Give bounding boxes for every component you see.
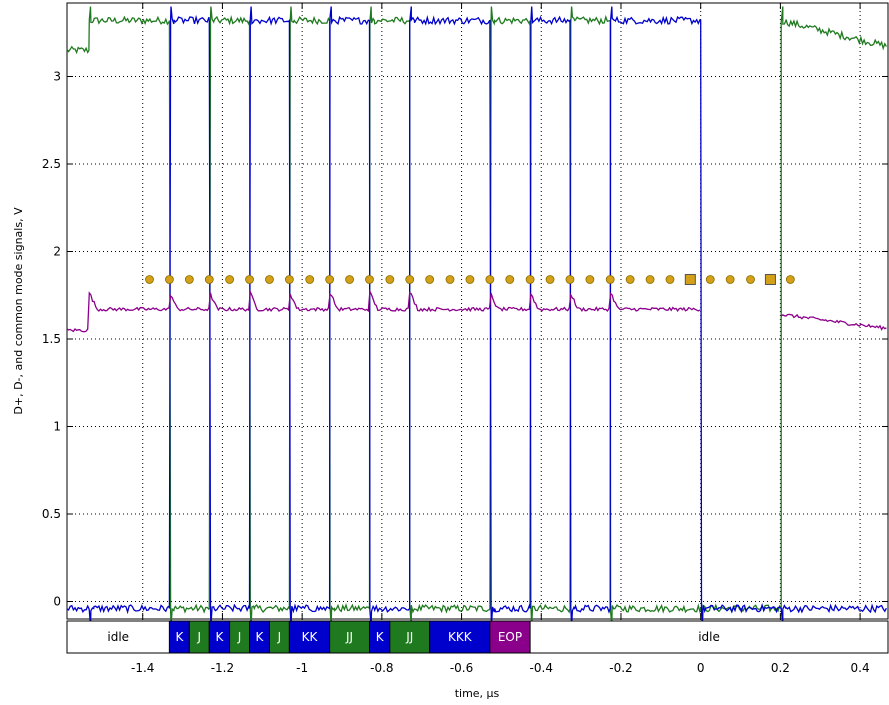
sample-marker xyxy=(725,275,735,284)
y-axis-title: D+, D-, and common mode signals, V xyxy=(12,207,25,415)
series-layer xyxy=(66,6,887,627)
sample-marker xyxy=(265,275,274,284)
sample-marker xyxy=(746,275,755,284)
y-tick-label: 2 xyxy=(53,245,61,259)
y-tick-label: 2.5 xyxy=(42,157,61,171)
segment-idle xyxy=(66,620,170,654)
sample-marker xyxy=(145,275,154,284)
segment-eop xyxy=(489,620,531,654)
sample-marker xyxy=(645,275,655,284)
segment-k xyxy=(429,620,491,654)
sample-marker xyxy=(305,275,315,284)
x-tick-label: -1.2 xyxy=(211,661,234,675)
sample-marker xyxy=(505,275,515,284)
sample-marker xyxy=(705,275,715,284)
y-tick-label: 1 xyxy=(53,420,61,434)
sample-marker xyxy=(184,275,194,284)
plot-frame xyxy=(66,2,889,620)
sample-marker xyxy=(245,275,254,284)
segment-label: K xyxy=(256,630,265,644)
sample-marker xyxy=(204,275,214,284)
tick-layer xyxy=(67,3,888,619)
segment-label: idle xyxy=(698,630,720,644)
sample-marker xyxy=(785,275,795,284)
sample-marker xyxy=(165,275,174,284)
x-tick-label: -0.4 xyxy=(530,661,553,675)
sample-marker xyxy=(425,275,435,284)
x-tick-label: -1.4 xyxy=(131,661,154,675)
sample-marker xyxy=(365,275,374,284)
sample-marker xyxy=(605,275,615,284)
segment-idle xyxy=(529,620,889,654)
sample-marker xyxy=(345,275,354,284)
segment-label: K xyxy=(376,630,385,644)
segment-bar: idle K J K J K J KK JJ K JJ KKK EOP idle xyxy=(66,620,889,654)
sample-marker xyxy=(225,275,235,284)
segment-label: idle xyxy=(107,630,129,644)
segment-label: JJ xyxy=(405,630,413,644)
y-tick-label: 0.5 xyxy=(42,507,61,521)
x-tick-label: -0.8 xyxy=(370,661,393,675)
marker-layer xyxy=(145,274,795,285)
sample-marker xyxy=(405,275,415,284)
x-tick-label: -0.2 xyxy=(609,661,632,675)
sample-marker xyxy=(284,275,294,284)
sample-marker xyxy=(545,275,555,284)
x-tick-label: 0 xyxy=(697,661,705,675)
segment-label: K xyxy=(175,630,184,644)
sample-marker xyxy=(565,275,575,284)
series-d-minus xyxy=(66,6,887,627)
segment-label: EOP xyxy=(498,630,522,644)
segment-k xyxy=(288,620,331,654)
segment-label: KKK xyxy=(448,630,473,644)
y-tick-label: 3 xyxy=(53,70,61,84)
series-common-mode xyxy=(66,288,887,333)
sample-marker-square xyxy=(764,274,776,285)
segment-label: JJ xyxy=(345,630,353,644)
tick-labels: -1.4 -1.2 -1 -0.8 -0.6 -0.4 -0.2 0 0.2 0.4 0 0.5 1 1.… xyxy=(42,70,870,676)
segment-label: KK xyxy=(302,630,319,644)
sample-marker xyxy=(445,275,455,284)
sample-marker xyxy=(585,275,595,284)
sample-marker xyxy=(465,275,475,284)
segment-label: J xyxy=(197,630,202,644)
y-tick-label: 0 xyxy=(53,595,61,609)
x-axis-title: time, µs xyxy=(455,687,500,700)
sample-marker xyxy=(665,275,675,284)
segment-label: K xyxy=(216,630,225,644)
x-tick-label: -0.6 xyxy=(450,661,473,675)
sample-marker xyxy=(625,275,635,284)
series-d-plus xyxy=(66,6,887,627)
segment-label: J xyxy=(277,630,282,644)
sample-marker-square xyxy=(684,274,696,285)
x-tick-label: -1 xyxy=(296,661,308,675)
sample-marker xyxy=(485,275,495,284)
sample-marker xyxy=(325,275,335,284)
sample-marker xyxy=(385,275,395,284)
x-tick-label: 0.4 xyxy=(851,661,870,675)
sample-marker xyxy=(525,275,535,284)
x-tick-label: 0.2 xyxy=(771,661,790,675)
y-tick-label: 1.5 xyxy=(42,332,61,346)
segment-label: J xyxy=(237,630,242,644)
